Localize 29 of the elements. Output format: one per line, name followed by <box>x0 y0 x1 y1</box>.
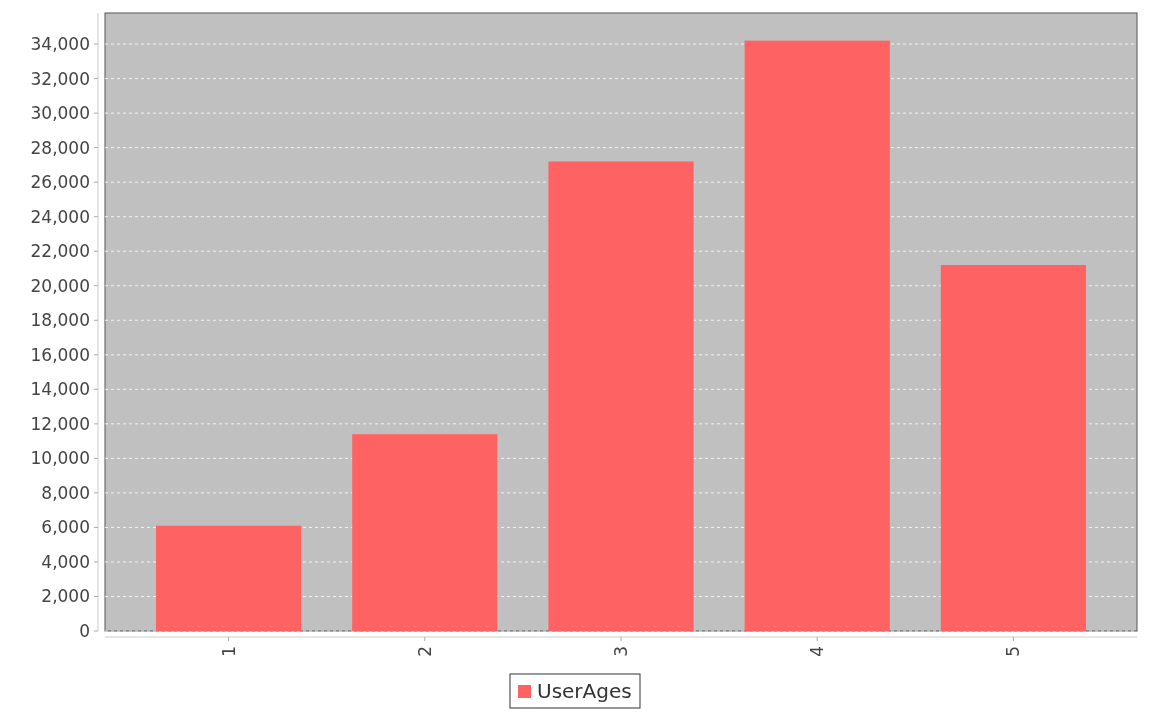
y-tick-label: 14,000 <box>30 379 90 400</box>
y-tick-label: 4,000 <box>41 551 90 572</box>
bar <box>940 265 1086 631</box>
y-tick-label: 24,000 <box>30 206 90 227</box>
y-tick-label: 26,000 <box>30 172 90 193</box>
legend-label: UserAges <box>537 679 632 703</box>
y-tick-label: 18,000 <box>30 310 90 331</box>
y-tick-label: 16,000 <box>30 344 90 365</box>
bar <box>156 525 302 631</box>
y-tick-label: 30,000 <box>30 103 90 124</box>
y-tick-label: 34,000 <box>30 34 90 55</box>
y-tick-label: 2,000 <box>41 586 90 607</box>
bar <box>352 434 498 631</box>
x-tick-label: 3 <box>610 646 631 657</box>
y-tick-label: 20,000 <box>30 275 90 296</box>
y-tick-label: 8,000 <box>41 482 90 503</box>
x-tick-label: 1 <box>218 646 239 657</box>
y-tick-label: 28,000 <box>30 137 90 158</box>
x-tick-label: 2 <box>414 646 435 657</box>
y-tick-label: 6,000 <box>41 517 90 538</box>
bar <box>744 40 890 631</box>
y-tick-label: 10,000 <box>30 448 90 469</box>
x-tick-label: 4 <box>807 646 828 657</box>
y-tick-label: 22,000 <box>30 241 90 262</box>
y-tick-label: 0 <box>79 620 90 641</box>
y-tick-label: 12,000 <box>30 413 90 434</box>
bar <box>548 161 694 631</box>
x-tick-label: 5 <box>1003 646 1024 657</box>
y-tick-label: 32,000 <box>30 68 90 89</box>
